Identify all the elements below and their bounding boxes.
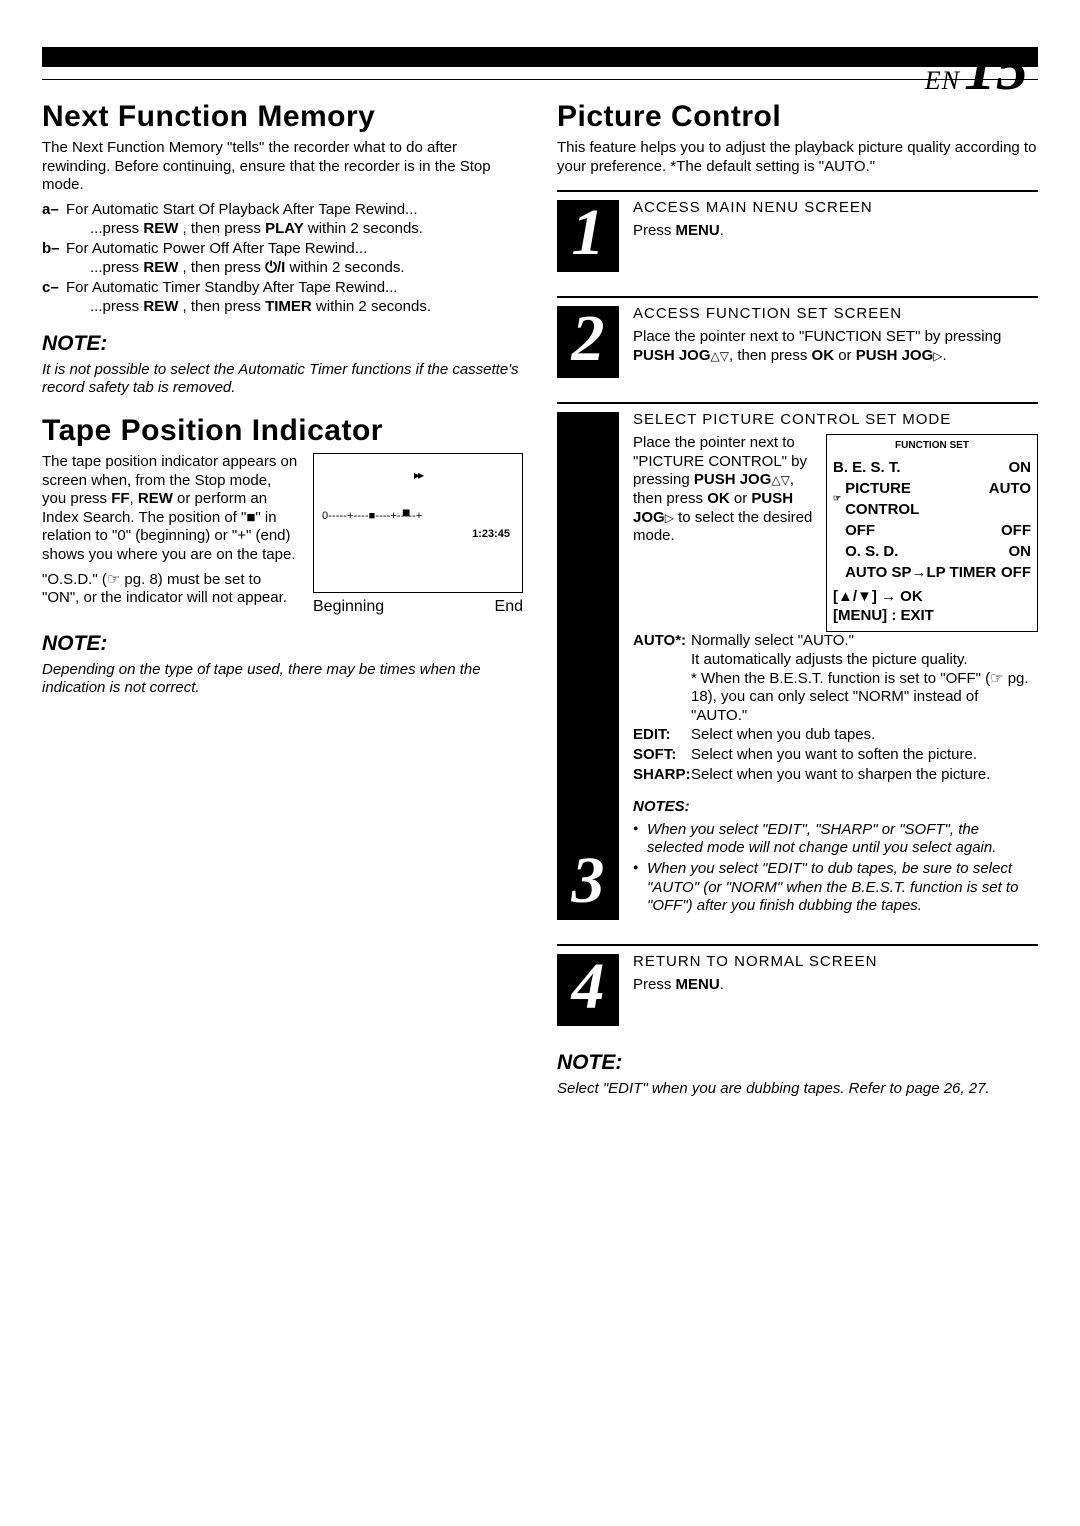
mode-soft: SOFT:Select when you want to soften the …: [633, 746, 1038, 765]
step-1-num: 1: [557, 200, 619, 272]
pointer-icon: ☞: [833, 492, 841, 505]
tpi-note-label: NOTE:: [42, 631, 523, 657]
step-3-num: 3: [557, 412, 619, 919]
tape-end: End: [495, 597, 523, 617]
mode-auto: AUTO*:Normally select "AUTO.": [633, 632, 1038, 651]
step-4-num: 4: [557, 954, 619, 1026]
tpi-figure-wrap: ▸▸ ■ 0-----+----■----+-----+ 1:23:45 Beg…: [313, 453, 523, 617]
step-4-body: Press MENU.: [633, 976, 1038, 995]
step-2-title: ACCESS FUNCTION SET SCREEN: [633, 306, 1038, 322]
nfm-list: a– For Automatic Start Of Playback After…: [42, 201, 523, 317]
step-1-body: Press MENU.: [633, 222, 1038, 241]
step-2-body: Place the pointer next to "FUNCTION SET"…: [633, 328, 1038, 365]
nfm-intro: The Next Function Memory "tells" the rec…: [42, 139, 523, 195]
page-number: EN15: [925, 28, 1028, 107]
right-column: Picture Control This feature helps you t…: [557, 92, 1038, 1112]
step-3-notes: When you select "EDIT", "SHARP" or "SOFT…: [633, 821, 1038, 916]
tpi-body: The tape position indicator appears on s…: [42, 453, 523, 617]
osd-foot: [▲/▼] → OK [MENU] : EXIT: [833, 587, 1031, 626]
nfm-title: Next Function Memory: [42, 98, 523, 135]
mode-sharp: SHARP:Select when you want to sharpen th…: [633, 766, 1038, 785]
nfm-b-text: For Automatic Power Off After Tape Rewin…: [66, 240, 523, 277]
page-lang: EN: [925, 66, 960, 95]
pc-intro: This feature helps you to adjust the pla…: [557, 139, 1038, 176]
tpi-title: Tape Position Indicator: [42, 412, 523, 449]
tpi-figure: ▸▸ ■ 0-----+----■----+-----+ 1:23:45: [313, 453, 523, 593]
osd-row-best: B. E. S. T.ON: [833, 457, 1031, 478]
step-3-note-2: When you select "EDIT" to dub tapes, be …: [633, 860, 1038, 916]
mode-auto-extra1: It automatically adjusts the picture qua…: [633, 651, 1038, 670]
step-4: 4 RETURN TO NORMAL SCREEN Press MENU.: [557, 944, 1038, 1036]
page-num: 15: [964, 32, 1028, 103]
nfm-a-label: a–: [42, 201, 66, 238]
left-column: Next Function Memory The Next Function M…: [42, 92, 523, 1112]
nfm-c-label: c–: [42, 279, 66, 316]
nfm-b-label: b–: [42, 240, 66, 277]
page-header: EN15: [42, 34, 1038, 80]
tape-scale: 0-----+----■----+-----+: [322, 510, 514, 524]
tape-labels: Beginning End: [313, 597, 523, 617]
tpi-note: Depending on the type of tape used, ther…: [42, 661, 523, 698]
final-note: Select "EDIT" when you are dubbing tapes…: [557, 1080, 1038, 1099]
nfm-note-label: NOTE:: [42, 331, 523, 357]
tpi-text: The tape position indicator appears on s…: [42, 453, 299, 617]
tape-begin: Beginning: [313, 597, 384, 617]
mode-list: AUTO*:Normally select "AUTO." It automat…: [633, 632, 1038, 785]
nfm-item-c: c– For Automatic Timer Standby After Tap…: [42, 279, 523, 316]
nfm-a-text: For Automatic Start Of Playback After Ta…: [66, 201, 523, 238]
final-note-label: NOTE:: [557, 1050, 1038, 1076]
nfm-item-a: a– For Automatic Start Of Playback After…: [42, 201, 523, 238]
mode-edit: EDIT:Select when you dub tapes.: [633, 726, 1038, 745]
osd-row-osd: ☞O. S. D.ON: [833, 541, 1031, 562]
tpi-osd-line: "O.S.D." (☞ pg. 8) must be set to "ON", …: [42, 571, 299, 608]
step-3-title: SELECT PICTURE CONTROL SET MODE: [633, 412, 1038, 428]
step-3-note-1: When you select "EDIT", "SHARP" or "SOFT…: [633, 821, 1038, 858]
osd-row-picture: ☞PICTURE CONTROLAUTO: [833, 478, 1031, 520]
nfm-item-b: b– For Automatic Power Off After Tape Re…: [42, 240, 523, 277]
step-3-notes-label: NOTES:: [633, 798, 1038, 817]
osd-row-autotimer: ☞OFFOFF: [833, 520, 1031, 541]
header-bar: [42, 47, 1038, 67]
nfm-c-text: For Automatic Timer Standby After Tape R…: [66, 279, 523, 316]
step-2: 2 ACCESS FUNCTION SET SCREEN Place the p…: [557, 296, 1038, 388]
step-1: 1 ACCESS MAIN NENU SCREEN Press MENU.: [557, 190, 1038, 282]
step-3: 3 SELECT PICTURE CONTROL SET MODE FUNCTI…: [557, 402, 1038, 929]
step-1-title: ACCESS MAIN NENU SCREEN: [633, 200, 1038, 216]
osd-panel: FUNCTION SET B. E. S. T.ON ☞PICTURE CONT…: [826, 434, 1038, 631]
tape-time: 1:23:45: [472, 528, 510, 542]
nfm-note: It is not possible to select the Automat…: [42, 361, 523, 398]
mode-auto-extra2: * When the B.E.S.T. function is set to "…: [633, 670, 1038, 726]
step-2-num: 2: [557, 306, 619, 378]
step-4-title: RETURN TO NORMAL SCREEN: [633, 954, 1038, 970]
osd-row-autosp: ☞AUTO SP→LP TIMEROFF: [833, 562, 1031, 583]
osd-title: FUNCTION SET: [833, 440, 1031, 452]
ff-icon: ▸▸: [414, 468, 422, 483]
